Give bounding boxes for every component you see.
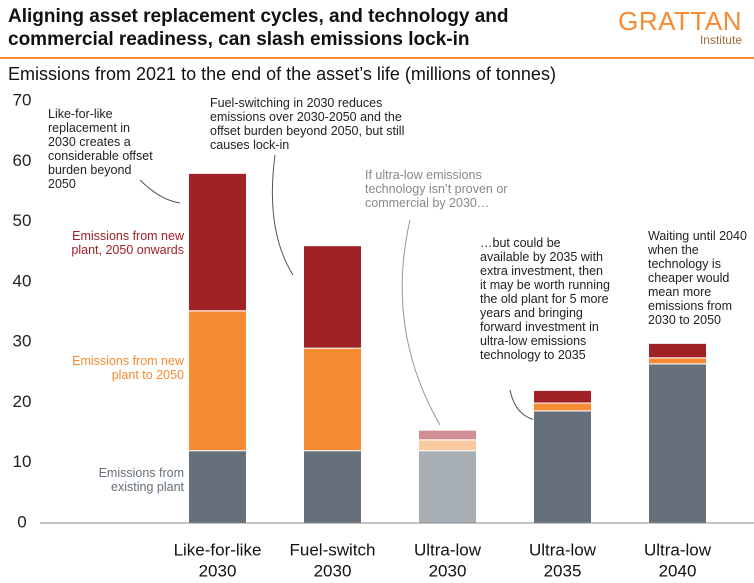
x-tick-label: Ultra-low — [414, 540, 482, 559]
bar-segment — [533, 410, 592, 524]
annotation: Waiting until 2040 when the technology i… — [648, 229, 747, 327]
arrow — [271, 154, 294, 276]
bar-segment — [533, 402, 592, 412]
annotation: …but could be available by 2035 with ext… — [480, 236, 610, 362]
bar-segment — [188, 172, 247, 312]
bar-segment — [303, 347, 362, 452]
x-tick-label: 2030 — [429, 561, 467, 580]
bar-segment — [418, 450, 477, 524]
x-tick-label: Ultra-low — [644, 540, 712, 559]
arrow — [139, 179, 181, 204]
bar-segment — [188, 310, 247, 452]
bar-segment — [648, 342, 707, 359]
x-tick-label: Fuel-switch — [290, 540, 376, 559]
logo: GRATTAN Institute — [618, 6, 742, 47]
bar-segment — [648, 357, 707, 365]
x-tick-label: Like-for-like — [174, 540, 262, 559]
y-tick-label: 10 — [13, 452, 32, 471]
legend-label: Emissions from new plant to 2050 — [72, 354, 184, 382]
x-tick-label: 2035 — [544, 561, 582, 580]
y-tick-label: 20 — [13, 392, 32, 411]
x-tick-label: Ultra-low — [529, 540, 597, 559]
bar-segment — [303, 450, 362, 524]
bar-segment — [533, 389, 592, 404]
y-tick-label: 0 — [17, 512, 26, 531]
logo-subtext: Institute — [699, 33, 742, 47]
bar-segment — [648, 363, 707, 524]
bar-segment — [303, 245, 362, 349]
bar-segment — [188, 450, 247, 524]
title: Aligning asset replacement cycles, and t… — [8, 6, 509, 50]
bar-segment — [418, 439, 477, 452]
arrow — [509, 389, 536, 421]
annotation: Like-for-like replacement in 2030 create… — [48, 107, 153, 191]
x-tick-label: 2030 — [199, 561, 237, 580]
arrow — [401, 219, 441, 426]
y-tick-label: 40 — [13, 271, 32, 290]
y-tick-label: 30 — [13, 332, 32, 351]
annotation: If ultra-low emissions technology isn’t … — [365, 168, 508, 210]
logo-text: GRATTAN — [618, 6, 742, 36]
x-tick-label: 2030 — [314, 561, 352, 580]
chart-title: Emissions from 2021 to the end of the as… — [8, 64, 556, 84]
legend-label: Emissions from existing plant — [98, 466, 184, 494]
y-tick-label: 70 — [13, 90, 32, 109]
legend-label: Emissions from new plant, 2050 onwards — [71, 229, 184, 257]
x-tick-label: 2040 — [659, 561, 697, 580]
arrows — [139, 154, 536, 426]
y-tick-label: 60 — [13, 151, 32, 170]
annotation: Fuel-switching in 2030 reduces emissions… — [210, 96, 405, 152]
y-tick-label: 50 — [13, 211, 32, 230]
bar-segment — [418, 429, 477, 441]
